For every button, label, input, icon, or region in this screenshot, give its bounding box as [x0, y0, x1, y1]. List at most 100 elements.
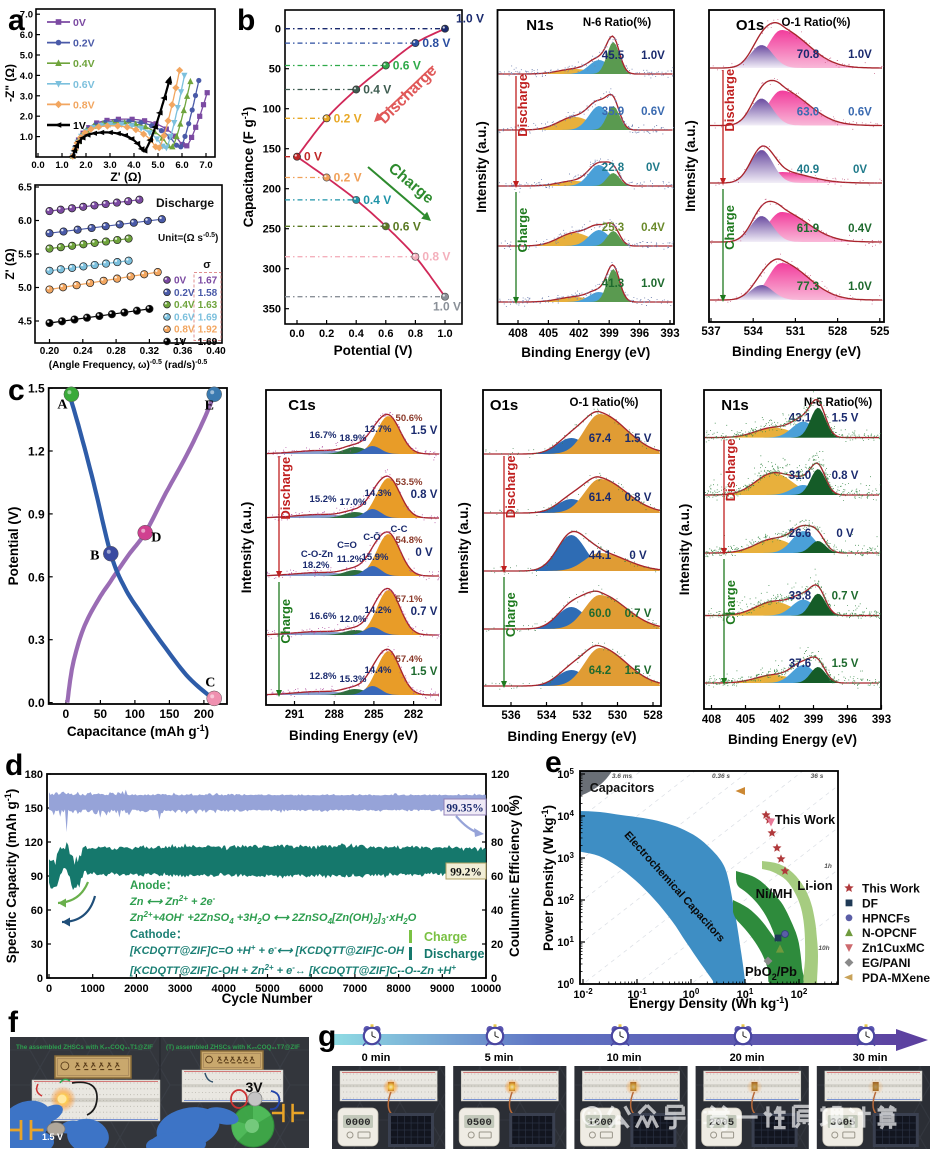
svg-text:15.9%: 15.9%	[362, 552, 389, 563]
svg-text:E: E	[205, 398, 214, 413]
svg-text:530: 530	[608, 710, 627, 722]
svg-text:1.69: 1.69	[198, 337, 218, 348]
svg-text:0.0: 0.0	[28, 696, 45, 710]
svg-text:534: 534	[744, 326, 764, 338]
svg-text:Binding Energy (eV): Binding Energy (eV)	[728, 732, 857, 747]
svg-text:25.3: 25.3	[602, 222, 624, 234]
svg-text:0.6: 0.6	[378, 328, 393, 340]
svg-text:5.5: 5.5	[18, 250, 32, 261]
svg-text:0 min: 0 min	[362, 1052, 391, 1064]
svg-text:[KCDQTT@ZIF]C=O +H+ + e-⟷ [KCD: [KCDQTT@ZIF]C=O +H+ + e-⟷ [KCDQTT@ZIF]C-…	[129, 943, 405, 957]
svg-text:5.0: 5.0	[18, 283, 32, 294]
svg-text:Capacitors: Capacitors	[590, 781, 655, 795]
svg-text:This Work: This Work	[775, 813, 835, 827]
svg-text:D: D	[151, 531, 161, 546]
svg-text:537: 537	[701, 326, 720, 338]
svg-text:0V: 0V	[73, 17, 86, 29]
svg-text:Discharge: Discharge	[722, 69, 737, 132]
svg-text:0V: 0V	[646, 162, 660, 174]
svg-text:288: 288	[325, 709, 345, 721]
svg-text:285: 285	[364, 709, 384, 721]
svg-text:5.0: 5.0	[151, 160, 164, 171]
svg-text:54.8%: 54.8%	[396, 535, 423, 546]
svg-text:200: 200	[194, 707, 214, 721]
svg-text:0 V: 0 V	[415, 547, 433, 559]
svg-text:B: B	[90, 549, 99, 564]
svg-text:408: 408	[508, 328, 528, 340]
svg-text:0.4: 0.4	[349, 328, 365, 340]
svg-text:41.3: 41.3	[602, 278, 624, 290]
svg-text:O1s: O1s	[490, 397, 518, 414]
svg-text:2.0: 2.0	[79, 160, 92, 171]
svg-text:0.8: 0.8	[408, 328, 423, 340]
svg-text:402: 402	[770, 714, 789, 726]
svg-text:N-6 Ratio(%): N-6 Ratio(%)	[804, 397, 873, 409]
svg-text:Coulunmic Efficiency (%): Coulunmic Efficiency (%)	[507, 795, 522, 957]
svg-text:4.0: 4.0	[127, 160, 140, 171]
svg-text:0.32: 0.32	[140, 346, 160, 357]
svg-text:43.1: 43.1	[789, 413, 812, 425]
svg-text:16.7%: 16.7%	[310, 430, 337, 441]
svg-text:Specific Capacity (mAh g-1): Specific Capacity (mAh g-1)	[3, 789, 19, 964]
svg-text:Intensity (a.u.): Intensity (a.u.)	[239, 502, 254, 594]
svg-text:Anode：: Anode：	[130, 880, 177, 892]
svg-text:c: c	[8, 374, 25, 407]
svg-text:1.5 V: 1.5 V	[42, 1132, 63, 1142]
svg-text:120: 120	[491, 769, 509, 781]
svg-text:26.6: 26.6	[789, 528, 811, 540]
svg-text:(T) assembled ZHSCs with K₂₅CO: (T) assembled ZHSCs with K₂₅COQ₃₁T7@ZIF	[166, 1044, 300, 1051]
svg-text:1.0V: 1.0V	[641, 50, 665, 62]
svg-text:11.2%: 11.2%	[337, 554, 364, 565]
svg-text:61.9: 61.9	[797, 223, 819, 235]
svg-text:33.8: 33.8	[789, 591, 812, 603]
svg-text:1.5 V: 1.5 V	[625, 433, 652, 445]
svg-text:Discharge: Discharge	[503, 455, 518, 518]
svg-text:Binding Energy (eV): Binding Energy (eV)	[732, 344, 861, 359]
svg-text:0: 0	[275, 24, 281, 36]
svg-text:Charge: Charge	[503, 592, 518, 637]
svg-text:60.0: 60.0	[589, 608, 611, 620]
svg-text:C=O: C=O	[337, 540, 357, 551]
svg-text:10h: 10h	[818, 945, 829, 952]
svg-text:g: g	[318, 1020, 336, 1053]
svg-text:1.0 V: 1.0 V	[433, 300, 461, 314]
svg-text:100: 100	[263, 104, 281, 116]
svg-text:0.36: 0.36	[173, 346, 193, 357]
svg-text:Intensity (a.u.): Intensity (a.u.)	[677, 504, 692, 596]
svg-text:1.5 V: 1.5 V	[411, 425, 438, 437]
svg-text:1.5: 1.5	[28, 382, 45, 396]
svg-text:Intensity (a.u.): Intensity (a.u.)	[683, 120, 698, 212]
svg-text:393: 393	[872, 714, 891, 726]
svg-text:50.6%: 50.6%	[396, 413, 423, 424]
svg-text:0 V: 0 V	[304, 150, 322, 164]
svg-text:6.0: 6.0	[20, 30, 33, 41]
svg-text:14.3%: 14.3%	[365, 488, 392, 499]
svg-text:7.0: 7.0	[20, 10, 33, 21]
svg-text:Potential (V): Potential (V)	[6, 507, 21, 586]
svg-text:Binding Energy (eV): Binding Energy (eV)	[521, 345, 650, 360]
svg-text:C-Ō: C-Ō	[363, 532, 380, 543]
svg-text:Charge: Charge	[723, 580, 738, 625]
svg-text:Zn ⟷ Zn2+ + 2e-: Zn ⟷ Zn2+ + 2e-	[129, 894, 216, 908]
svg-text:a: a	[8, 4, 25, 37]
svg-text:1.2: 1.2	[28, 444, 45, 458]
svg-text:350: 350	[263, 304, 281, 316]
svg-text:2000: 2000	[124, 983, 148, 995]
svg-text:Binding Energy (eV): Binding Energy (eV)	[289, 728, 418, 743]
svg-text:Intensity (a.u.): Intensity (a.u.)	[474, 121, 489, 213]
svg-text:399: 399	[804, 714, 823, 726]
svg-text:3.6 ms: 3.6 ms	[612, 773, 633, 780]
svg-text:N-OPCNF: N-OPCNF	[862, 926, 917, 940]
svg-text:N1s: N1s	[721, 397, 749, 414]
svg-text:Cathode：: Cathode：	[130, 929, 188, 941]
svg-text:0500: 0500	[467, 1117, 492, 1129]
svg-text:405: 405	[539, 328, 559, 340]
svg-text:99.35%: 99.35%	[446, 803, 483, 815]
svg-text:Li-ion: Li-ion	[797, 878, 832, 893]
svg-text:Ni/MH: Ni/MH	[756, 886, 793, 901]
svg-text:Binding Energy (eV): Binding Energy (eV)	[507, 729, 636, 744]
svg-text:1.92: 1.92	[198, 325, 218, 336]
svg-text:120: 120	[25, 837, 43, 849]
svg-text:O-1 Ratio(%): O-1 Ratio(%)	[782, 17, 851, 29]
svg-text:53.5%: 53.5%	[396, 477, 423, 488]
